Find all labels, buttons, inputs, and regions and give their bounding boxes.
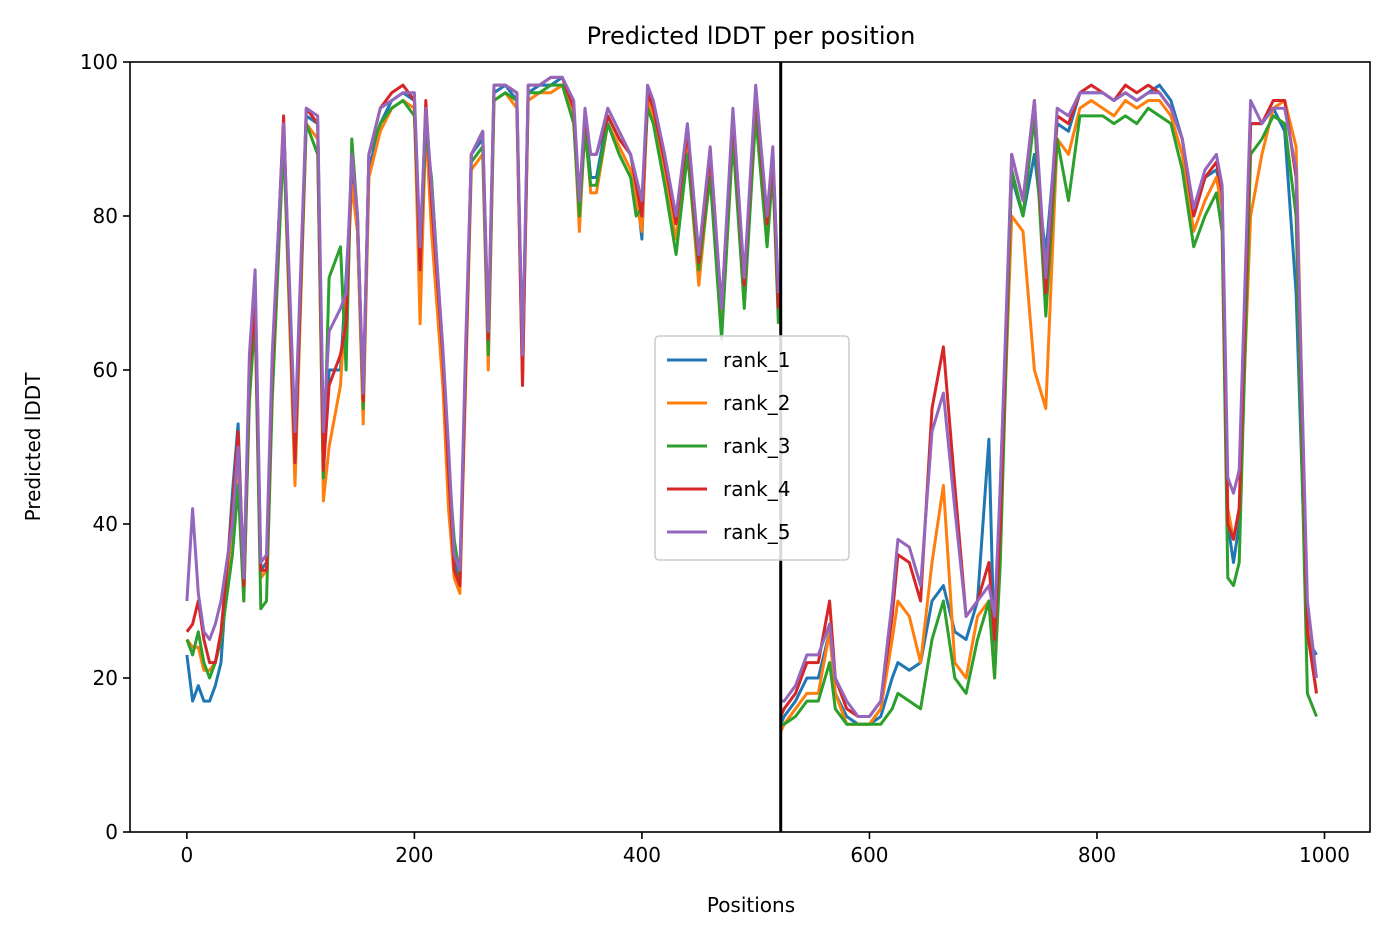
legend-label: rank_4 <box>723 477 790 501</box>
y-axis: 0 20 40 60 80 100 <box>80 50 130 844</box>
y-tick-label: 100 <box>80 50 118 74</box>
series-line-rank-1-chain-b <box>779 83 1318 726</box>
x-tick-label: 1000 <box>1299 843 1350 867</box>
y-tick-label: 80 <box>93 204 118 228</box>
chart-title: Predicted lDDT per position <box>587 22 916 50</box>
y-tick-label: 20 <box>93 666 118 690</box>
legend-label: rank_2 <box>723 391 790 415</box>
x-tick-label: 800 <box>1078 843 1116 867</box>
series-line-rank-3-chain-b <box>780 106 1318 726</box>
legend-label: rank_5 <box>723 520 790 544</box>
series-line-rank-5-chain-a <box>185 75 780 641</box>
x-axis-title: Positions <box>707 893 795 917</box>
legend-label: rank_3 <box>723 434 790 458</box>
y-tick-label: 0 <box>105 820 118 844</box>
plot-frame <box>129 61 1371 833</box>
series-line-rank-4-chain-b <box>779 83 1318 718</box>
x-tick-label: 400 <box>623 843 661 867</box>
plot-lines <box>185 75 1318 733</box>
legend-label: rank_1 <box>723 348 790 372</box>
legend: rank_1 rank_2 rank_3 rank_4 rank_5 <box>654 335 850 561</box>
x-axis: 0 200 400 600 800 1000 <box>181 832 1350 867</box>
series-line-rank-5-chain-b <box>780 91 1318 718</box>
x-tick-label: 0 <box>181 843 194 867</box>
series-line-rank-2-chain-a <box>185 83 780 672</box>
legend-box <box>654 335 850 561</box>
x-tick-label: 600 <box>850 843 888 867</box>
y-tick-label: 60 <box>93 358 118 382</box>
series-line-rank-2-chain-b <box>779 99 1318 733</box>
y-axis-title: Predicted lDDT <box>21 372 45 522</box>
series-line-rank-4-chain-a <box>185 75 780 665</box>
y-tick-label: 40 <box>93 512 118 536</box>
x-tick-label: 200 <box>395 843 433 867</box>
